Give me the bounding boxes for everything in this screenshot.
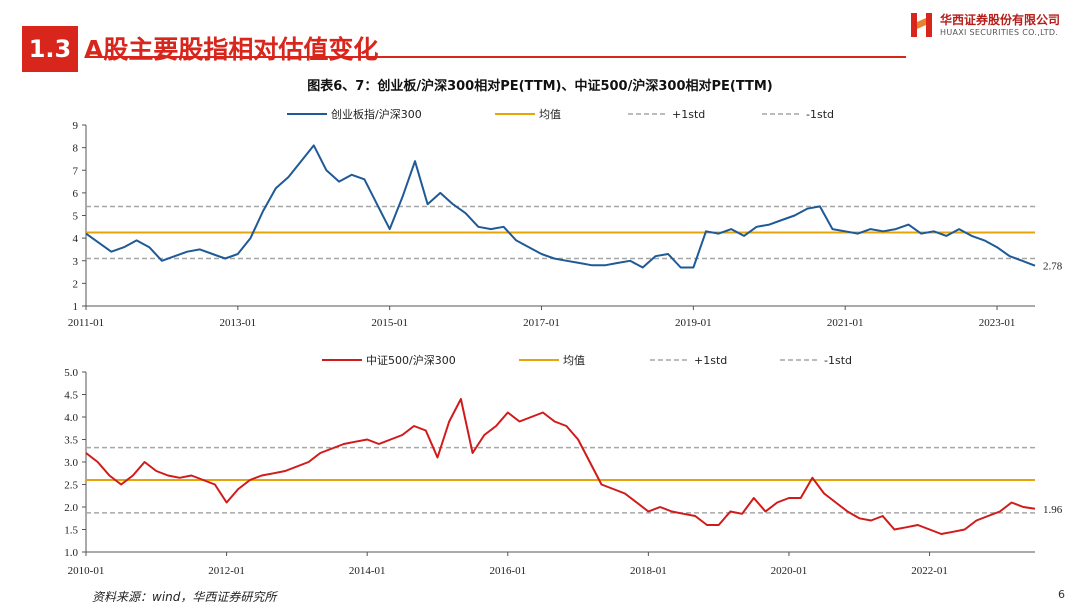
y-tick-label: 2.0 — [64, 502, 78, 514]
legend-plus-1std: +1std — [628, 108, 705, 121]
axes: 1 2 3 4 5 6 7 8 9 2011-01 2013-01 2015-01 2017-01 201… — [68, 120, 1035, 329]
legend-minus-1std: -1std — [780, 354, 852, 367]
legend: 创业板指/沪深300 均值 +1std -1std — [287, 107, 834, 121]
y-tick-label: 3.0 — [64, 457, 78, 469]
legend: 中证500/沪深300 均值 +1std -1std — [322, 353, 852, 367]
legend-mean: 均值 — [519, 354, 585, 367]
x-tick-label: 2017-01 — [523, 317, 560, 329]
y-tick-label: 1.0 — [64, 547, 78, 559]
logo-company-name-en: HUAXI SECURITIES CO.,LTD. — [940, 28, 1059, 37]
axes: 1.0 1.5 2.0 2.5 3.0 3.5 4.0 4.5 5.0 2010-01 2012-0… — [64, 367, 1035, 577]
legend-label: 均值 — [539, 108, 561, 121]
y-tick-label: 1.5 — [64, 525, 78, 537]
last-value-label: 1.96 — [1043, 504, 1063, 516]
huaxi-logo-icon — [911, 13, 932, 37]
page-title: A股主要股指相对估值变化 — [84, 35, 379, 64]
legend-label: 均值 — [563, 354, 585, 367]
x-tick-label: 2020-01 — [771, 565, 808, 577]
y-tick-label: 9 — [73, 120, 79, 132]
series-line — [85, 398, 1036, 535]
y-tick-label: 3 — [73, 256, 79, 268]
legend-label: +1std — [672, 108, 705, 121]
y-tick-label: 4.0 — [64, 412, 78, 424]
x-tick-label: 2014-01 — [349, 565, 386, 577]
y-tick-label: 2 — [73, 278, 79, 290]
x-tick-label: 2018-01 — [630, 565, 667, 577]
y-tick-label: 2.5 — [64, 480, 78, 492]
section-number-badge: 1.3 — [22, 26, 78, 72]
figure-title: 图表6、7：创业板/沪深300相对PE(TTM)、中证500/沪深300相对PE… — [307, 79, 773, 94]
page-number: 6 — [1058, 588, 1065, 601]
x-tick-label: 2016-01 — [489, 565, 526, 577]
y-tick-label: 3.5 — [64, 435, 78, 447]
x-tick-label: 2022-01 — [911, 565, 948, 577]
x-tick-label: 2010-01 — [68, 565, 105, 577]
last-value-label: 2.78 — [1043, 261, 1063, 273]
y-tick-label: 5 — [73, 211, 79, 223]
y-tick-label: 8 — [73, 143, 79, 155]
x-tick-label: 2011-01 — [68, 317, 104, 329]
legend-label: 中证500/沪深300 — [366, 353, 456, 367]
x-tick-label: 2013-01 — [220, 317, 257, 329]
y-tick-label: 4 — [73, 233, 79, 245]
legend-main-series: 中证500/沪深300 — [322, 353, 456, 367]
header-rule — [86, 56, 906, 58]
chart-chinext-relative-pe: 1 2 3 4 5 6 7 8 9 2011-01 2013-01 2015-01 2017-01 201… — [68, 107, 1063, 329]
x-tick-label: 2015-01 — [371, 317, 408, 329]
company-logo: 华西证券股份有限公司 HUAXI SECURITIES CO.,LTD. — [910, 10, 1075, 42]
legend-plus-1std: +1std — [650, 354, 727, 367]
source-note: 资料来源：wind，华西证券研究所 — [92, 590, 277, 604]
legend-label: 创业板指/沪深300 — [331, 107, 422, 121]
y-tick-label: 4.5 — [64, 390, 78, 402]
legend-label: +1std — [694, 354, 727, 367]
y-tick-label: 6 — [73, 188, 79, 200]
y-tick-label: 7 — [73, 165, 79, 177]
legend-minus-1std: -1std — [762, 108, 834, 121]
x-tick-label: 2012-01 — [208, 565, 245, 577]
x-tick-label: 2019-01 — [675, 317, 712, 329]
legend-mean: 均值 — [495, 108, 561, 121]
legend-main-series: 创业板指/沪深300 — [287, 107, 422, 121]
y-tick-label: 1 — [73, 301, 79, 313]
legend-label: -1std — [824, 354, 852, 367]
x-tick-label: 2023-01 — [979, 317, 1016, 329]
x-tick-label: 2021-01 — [827, 317, 864, 329]
legend-label: -1std — [806, 108, 834, 121]
y-tick-label: 5.0 — [64, 367, 78, 379]
series-line — [85, 144, 1036, 269]
chart-csi500-relative-pe: 1.0 1.5 2.0 2.5 3.0 3.5 4.0 4.5 5.0 2010-01 2012-0… — [64, 353, 1063, 577]
logo-company-name-cn: 华西证券股份有限公司 — [940, 13, 1061, 27]
